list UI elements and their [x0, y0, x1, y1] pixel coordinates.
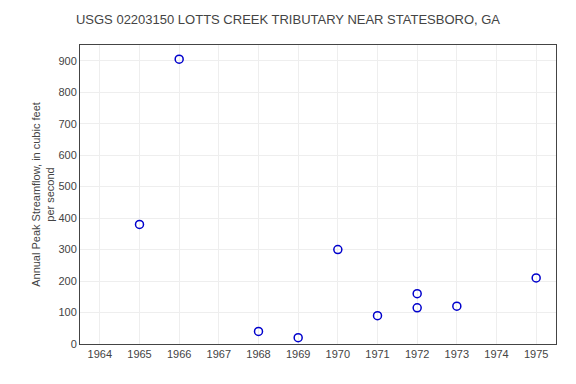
- svg-text:1970: 1970: [326, 348, 350, 360]
- svg-text:1965: 1965: [127, 348, 151, 360]
- svg-text:100: 100: [58, 306, 76, 318]
- svg-text:USGS 02203150 LOTTS CREEK TRIB: USGS 02203150 LOTTS CREEK TRIBUTARY NEAR…: [76, 12, 500, 27]
- svg-text:800: 800: [58, 86, 76, 98]
- svg-text:600: 600: [58, 149, 76, 161]
- svg-text:Annual Peak Streamflow, in cub: Annual Peak Streamflow, in cubic feetper…: [30, 102, 56, 287]
- svg-text:200: 200: [58, 275, 76, 287]
- svg-text:700: 700: [58, 118, 76, 130]
- svg-text:1975: 1975: [524, 348, 548, 360]
- svg-text:1969: 1969: [286, 348, 310, 360]
- svg-text:1968: 1968: [246, 348, 270, 360]
- svg-text:900: 900: [58, 55, 76, 67]
- svg-text:1971: 1971: [365, 348, 389, 360]
- svg-text:1974: 1974: [484, 348, 508, 360]
- svg-text:400: 400: [58, 212, 76, 224]
- svg-text:1972: 1972: [405, 348, 429, 360]
- svg-text:0: 0: [71, 338, 77, 350]
- svg-text:1973: 1973: [445, 348, 469, 360]
- svg-text:1964: 1964: [88, 348, 112, 360]
- svg-text:1966: 1966: [167, 348, 191, 360]
- svg-text:500: 500: [58, 180, 76, 192]
- svg-text:1967: 1967: [207, 348, 231, 360]
- svg-text:300: 300: [58, 243, 76, 255]
